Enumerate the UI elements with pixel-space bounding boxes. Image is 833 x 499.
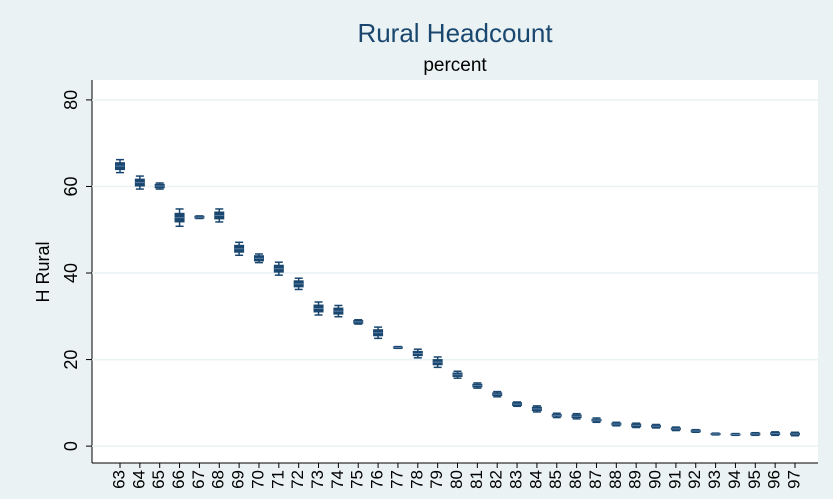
x-tick-label: 78 — [407, 470, 426, 489]
y-tick-label: 20 — [61, 350, 81, 370]
x-tick-label: 69 — [229, 470, 248, 489]
x-tick-label: 83 — [507, 470, 526, 489]
x-tick-label: 81 — [467, 470, 486, 489]
x-tick-label: 91 — [665, 470, 684, 489]
y-tick-label: 80 — [61, 90, 81, 110]
x-tick-label: 71 — [268, 470, 287, 489]
x-tick-label: 94 — [725, 470, 744, 489]
x-tick-label: 84 — [526, 470, 545, 489]
x-tick-label: 79 — [427, 470, 446, 489]
x-tick-label: 66 — [169, 470, 188, 489]
x-tick-label: 64 — [129, 470, 148, 489]
x-tick-label: 82 — [487, 470, 506, 489]
x-tick-label: 67 — [189, 470, 208, 489]
x-tick-label: 74 — [328, 470, 347, 489]
x-tick-label: 85 — [546, 470, 565, 489]
x-tick-label: 90 — [646, 470, 665, 489]
x-tick-label: 80 — [447, 470, 466, 489]
x-tick-label: 86 — [566, 470, 585, 489]
plot-area — [92, 80, 818, 463]
x-tick-label: 75 — [348, 470, 367, 489]
x-tick-label: 89 — [626, 470, 645, 489]
x-tick-label: 77 — [387, 470, 406, 489]
x-tick-label: 63 — [109, 470, 128, 489]
x-tick-label: 97 — [784, 470, 803, 489]
x-tick-label: 87 — [586, 470, 605, 489]
y-axis-label: H Rural — [33, 241, 53, 302]
y-tick-label: 0 — [61, 441, 81, 451]
x-tick-label: 73 — [308, 470, 327, 489]
x-tick-label: 70 — [248, 470, 267, 489]
x-tick-label: 68 — [209, 470, 228, 489]
x-tick-label: 65 — [149, 470, 168, 489]
x-tick-label: 76 — [368, 470, 387, 489]
x-tick-label: 72 — [288, 470, 307, 489]
y-tick-label: 40 — [61, 263, 81, 283]
x-tick-label: 92 — [685, 470, 704, 489]
chart-title: Rural Headcount — [357, 18, 553, 48]
x-tick-label: 88 — [606, 470, 625, 489]
x-tick-label: 93 — [705, 470, 724, 489]
chart-subtitle: percent — [423, 55, 487, 76]
x-tick-label: 96 — [765, 470, 784, 489]
y-tick-label: 60 — [61, 176, 81, 196]
x-tick-label: 95 — [745, 470, 764, 489]
